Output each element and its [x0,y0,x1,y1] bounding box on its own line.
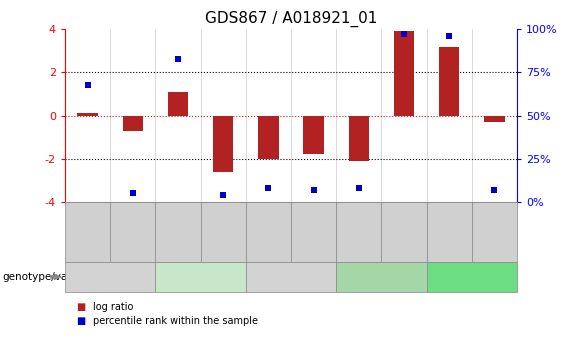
Text: apetala2: apetala2 [176,272,225,282]
Text: ■: ■ [76,316,85,326]
Bar [303,116,324,155]
Text: GSM21017: GSM21017 [83,207,92,257]
Text: GSM21033: GSM21033 [445,207,454,257]
Text: apetala1: apetala1 [86,272,134,282]
Bar [168,92,188,116]
Text: GSM21029: GSM21029 [354,207,363,257]
Bar [484,116,505,122]
Text: agamous: agamous [446,272,497,282]
Text: GSM21027: GSM21027 [309,207,318,257]
Bar [439,47,459,116]
Text: GSM21021: GSM21021 [173,207,182,257]
Bar [394,31,414,116]
Text: pistillata: pistillata [358,272,405,282]
Text: genotype/variation: genotype/variation [3,272,102,282]
Bar [349,116,369,161]
Bar [258,116,279,159]
Text: GSM21031: GSM21031 [399,207,408,257]
Bar [77,114,98,116]
Text: GSM21035: GSM21035 [490,207,499,257]
Bar [123,116,143,131]
Text: GSM21023: GSM21023 [219,207,228,257]
Text: apetala3: apetala3 [267,272,315,282]
Text: GSM21019: GSM21019 [128,207,137,257]
Text: ■: ■ [76,302,85,312]
Title: GDS867 / A018921_01: GDS867 / A018921_01 [205,10,377,27]
Text: GSM21025: GSM21025 [264,207,273,257]
Text: log ratio: log ratio [93,302,133,312]
Bar [213,116,233,171]
Text: percentile rank within the sample: percentile rank within the sample [93,316,258,326]
